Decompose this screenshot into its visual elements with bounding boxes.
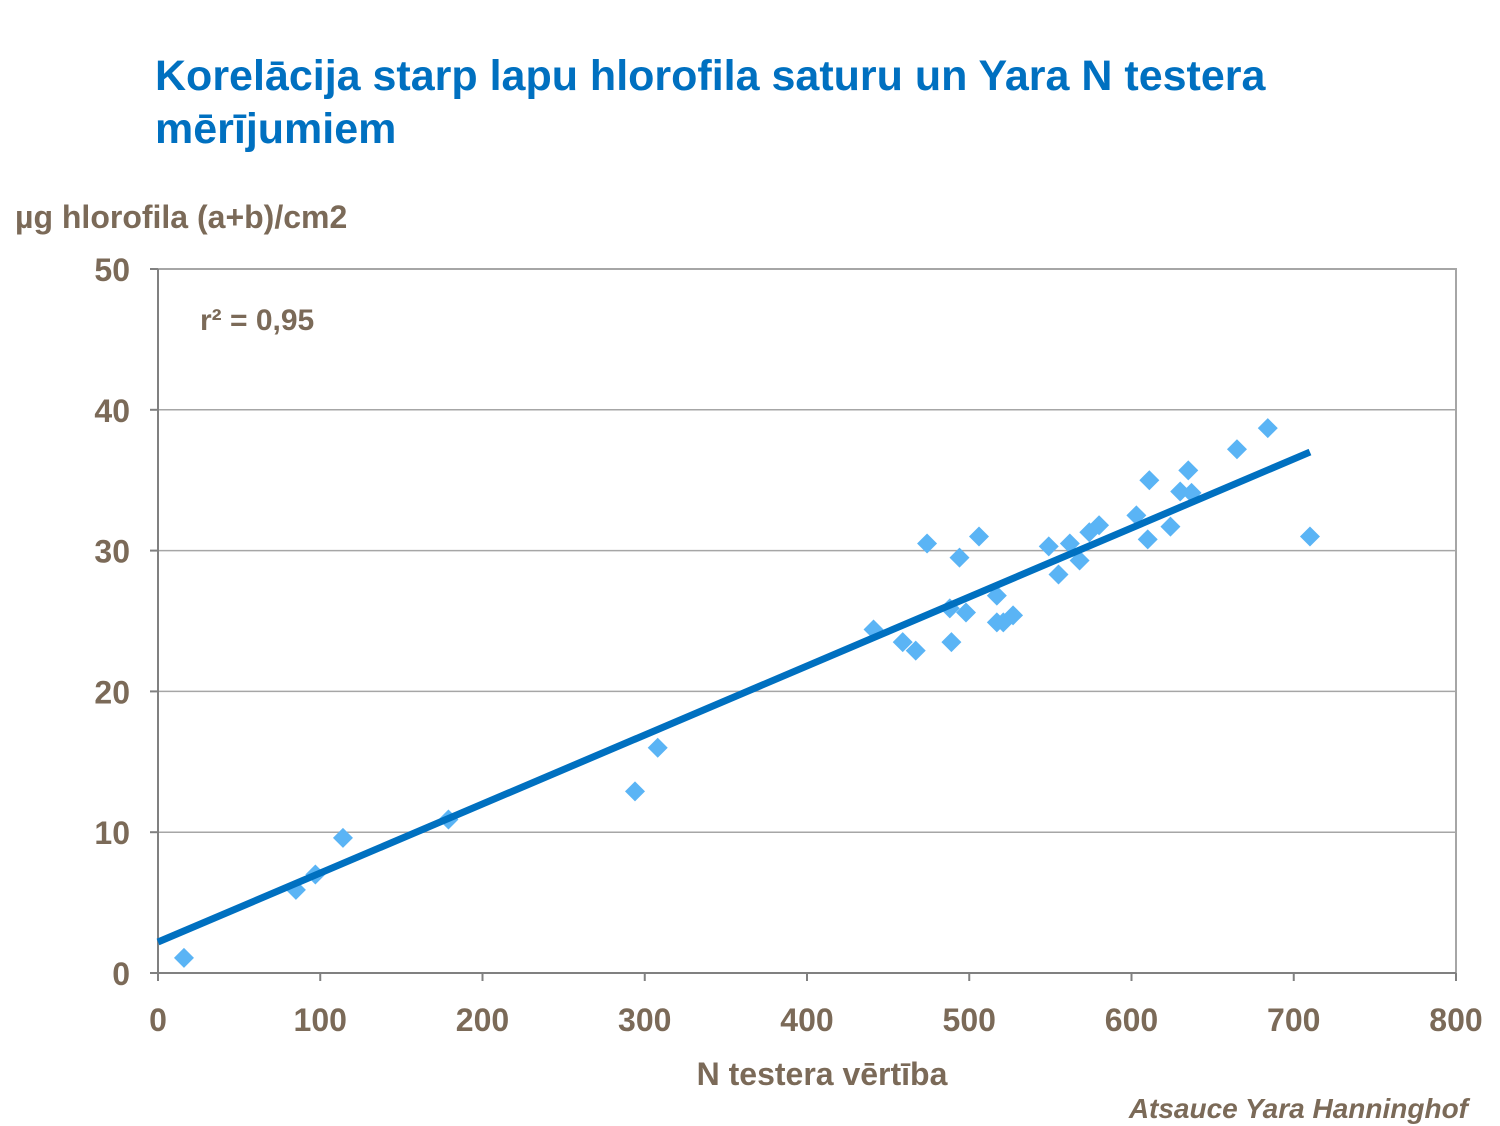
point <box>905 640 926 661</box>
x-tick-label: 700 <box>1267 1002 1320 1038</box>
point <box>1257 418 1278 439</box>
point <box>949 547 970 568</box>
point <box>173 947 194 968</box>
y-tick-label: 10 <box>94 815 130 851</box>
annotation: r² = 0,95 <box>200 304 314 337</box>
x-tick-label: 500 <box>943 1002 996 1038</box>
point <box>956 602 977 623</box>
x-axis-label: N testera vērtība <box>697 1056 948 1092</box>
point <box>1003 605 1024 626</box>
point <box>1226 439 1247 460</box>
point <box>968 526 989 547</box>
point <box>625 781 646 802</box>
plot-area <box>157 268 1457 974</box>
y-tick-label: 30 <box>94 534 130 570</box>
point <box>892 632 913 653</box>
x-tick-label: 400 <box>780 1002 833 1038</box>
point <box>917 533 938 554</box>
point <box>1137 529 1158 550</box>
point <box>1160 516 1181 537</box>
trend-line <box>156 448 1312 946</box>
x-tick-label: 0 <box>149 1002 167 1038</box>
point <box>1139 470 1160 491</box>
x-tick-label: 600 <box>1105 1002 1158 1038</box>
x-tick-label: 300 <box>618 1002 671 1038</box>
point <box>1048 564 1069 585</box>
y-axis-label: µg hlorofila (a+b)/cm2 <box>15 199 347 235</box>
point <box>941 632 962 653</box>
x-tick-label: 200 <box>456 1002 509 1038</box>
y-tick-label: 20 <box>94 674 130 710</box>
point <box>332 827 353 848</box>
chart-title: Korelācija starp lapu hlorofila saturu u… <box>155 52 1266 153</box>
source: Atsauce Yara Hanninghof <box>1128 1093 1471 1124</box>
point <box>1299 526 1320 547</box>
x-tick-label: 800 <box>1429 1002 1482 1038</box>
point <box>1038 536 1059 557</box>
point <box>647 737 668 758</box>
y-tick-label: 50 <box>94 252 130 288</box>
y-tick-label: 40 <box>94 393 130 429</box>
point <box>1089 515 1110 536</box>
x-tick-label: 100 <box>294 1002 347 1038</box>
y-tick-label: 0 <box>112 956 130 992</box>
point <box>1178 460 1199 481</box>
